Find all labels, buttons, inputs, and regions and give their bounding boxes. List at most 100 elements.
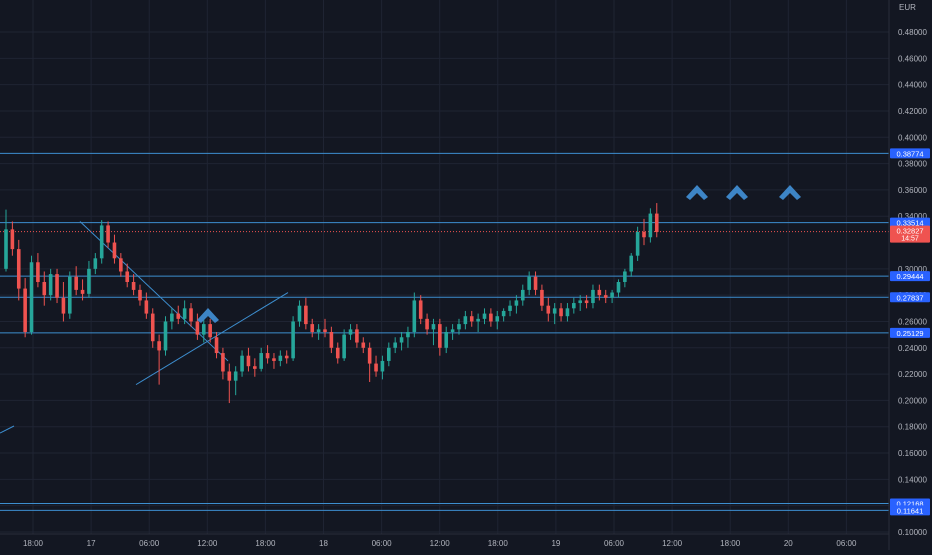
candle[interactable] <box>463 310 468 330</box>
candle[interactable] <box>125 263 130 288</box>
candle[interactable] <box>406 326 410 348</box>
candle[interactable] <box>99 220 104 264</box>
candle[interactable] <box>476 313 480 332</box>
candle[interactable] <box>182 300 187 325</box>
candle[interactable] <box>559 303 563 322</box>
candle[interactable] <box>4 209 8 272</box>
candle[interactable] <box>533 271 538 296</box>
candle[interactable] <box>323 318 327 338</box>
candle[interactable] <box>36 253 40 288</box>
candle[interactable] <box>374 355 378 377</box>
candle[interactable] <box>546 297 551 322</box>
candle[interactable] <box>304 297 308 330</box>
candle[interactable] <box>501 308 506 322</box>
candle[interactable] <box>565 303 570 322</box>
candle[interactable] <box>355 324 359 348</box>
candle[interactable] <box>527 271 531 296</box>
candle[interactable] <box>112 234 117 264</box>
trendline-partial[interactable] <box>0 425 15 434</box>
candle[interactable] <box>380 355 385 380</box>
candle[interactable] <box>469 310 474 327</box>
candle[interactable] <box>42 271 47 306</box>
candle[interactable] <box>16 239 21 301</box>
candle[interactable] <box>55 268 59 304</box>
candle[interactable] <box>291 316 295 361</box>
candle[interactable] <box>278 350 283 367</box>
candle[interactable] <box>623 268 627 288</box>
candle[interactable] <box>514 295 519 314</box>
candle[interactable] <box>284 350 289 364</box>
candle[interactable] <box>642 218 646 246</box>
candle[interactable] <box>23 278 27 338</box>
candle[interactable] <box>93 253 98 275</box>
candle[interactable] <box>68 271 72 319</box>
candle[interactable] <box>348 324 353 340</box>
candle[interactable] <box>418 295 423 325</box>
candle[interactable] <box>597 284 602 301</box>
candle[interactable] <box>367 342 372 382</box>
candle[interactable] <box>106 221 110 248</box>
candle[interactable] <box>227 363 232 404</box>
candle[interactable] <box>603 289 608 304</box>
candle[interactable] <box>431 318 436 346</box>
candle[interactable] <box>361 337 366 354</box>
candle[interactable] <box>425 313 429 335</box>
trendline-up[interactable] <box>135 292 289 386</box>
candle[interactable] <box>119 253 123 277</box>
candle[interactable] <box>316 324 321 340</box>
candle[interactable] <box>610 289 614 304</box>
candle[interactable] <box>221 347 225 380</box>
candle[interactable] <box>10 221 15 256</box>
candle[interactable] <box>412 292 417 338</box>
candle[interactable] <box>214 332 219 359</box>
candle[interactable] <box>489 308 493 327</box>
up-arrow-icon[interactable] <box>726 185 748 200</box>
candle[interactable] <box>138 284 142 306</box>
candle[interactable] <box>150 308 155 348</box>
candle[interactable] <box>61 282 66 322</box>
candle[interactable] <box>616 279 621 298</box>
candle[interactable] <box>540 284 544 311</box>
candle[interactable] <box>189 303 193 327</box>
candle[interactable] <box>635 226 640 261</box>
candle[interactable] <box>552 303 557 325</box>
candle[interactable] <box>629 253 634 277</box>
candle[interactable] <box>195 313 200 340</box>
up-arrow-icon[interactable] <box>779 185 801 200</box>
candle[interactable] <box>272 353 276 369</box>
candle[interactable] <box>572 297 576 314</box>
candle[interactable] <box>457 318 461 335</box>
candle[interactable] <box>208 318 212 343</box>
candle[interactable] <box>450 324 455 340</box>
candle[interactable] <box>495 310 500 330</box>
candle[interactable] <box>265 345 270 364</box>
candle[interactable] <box>444 326 449 354</box>
candle[interactable] <box>297 300 302 327</box>
candle[interactable] <box>170 308 174 330</box>
candle[interactable] <box>176 305 181 325</box>
candle[interactable] <box>508 300 512 317</box>
candle[interactable] <box>310 318 315 338</box>
candle[interactable] <box>233 366 238 396</box>
candle[interactable] <box>438 318 442 356</box>
candle[interactable] <box>578 295 582 311</box>
candle[interactable] <box>253 358 257 377</box>
up-arrow-icon[interactable] <box>686 185 708 200</box>
candle[interactable] <box>648 208 653 243</box>
candle[interactable] <box>80 279 85 301</box>
candle[interactable] <box>48 268 53 301</box>
candle[interactable] <box>259 347 263 372</box>
candle[interactable] <box>654 203 659 238</box>
candle[interactable] <box>342 329 346 361</box>
candle[interactable] <box>131 274 136 296</box>
candle[interactable] <box>144 292 149 319</box>
candle[interactable] <box>335 342 340 364</box>
candle[interactable] <box>393 337 397 354</box>
candle[interactable] <box>163 316 168 356</box>
candle[interactable] <box>387 342 391 367</box>
candle[interactable] <box>399 332 404 351</box>
candle[interactable] <box>329 326 334 354</box>
candle[interactable] <box>29 255 34 335</box>
candle[interactable] <box>246 347 251 372</box>
